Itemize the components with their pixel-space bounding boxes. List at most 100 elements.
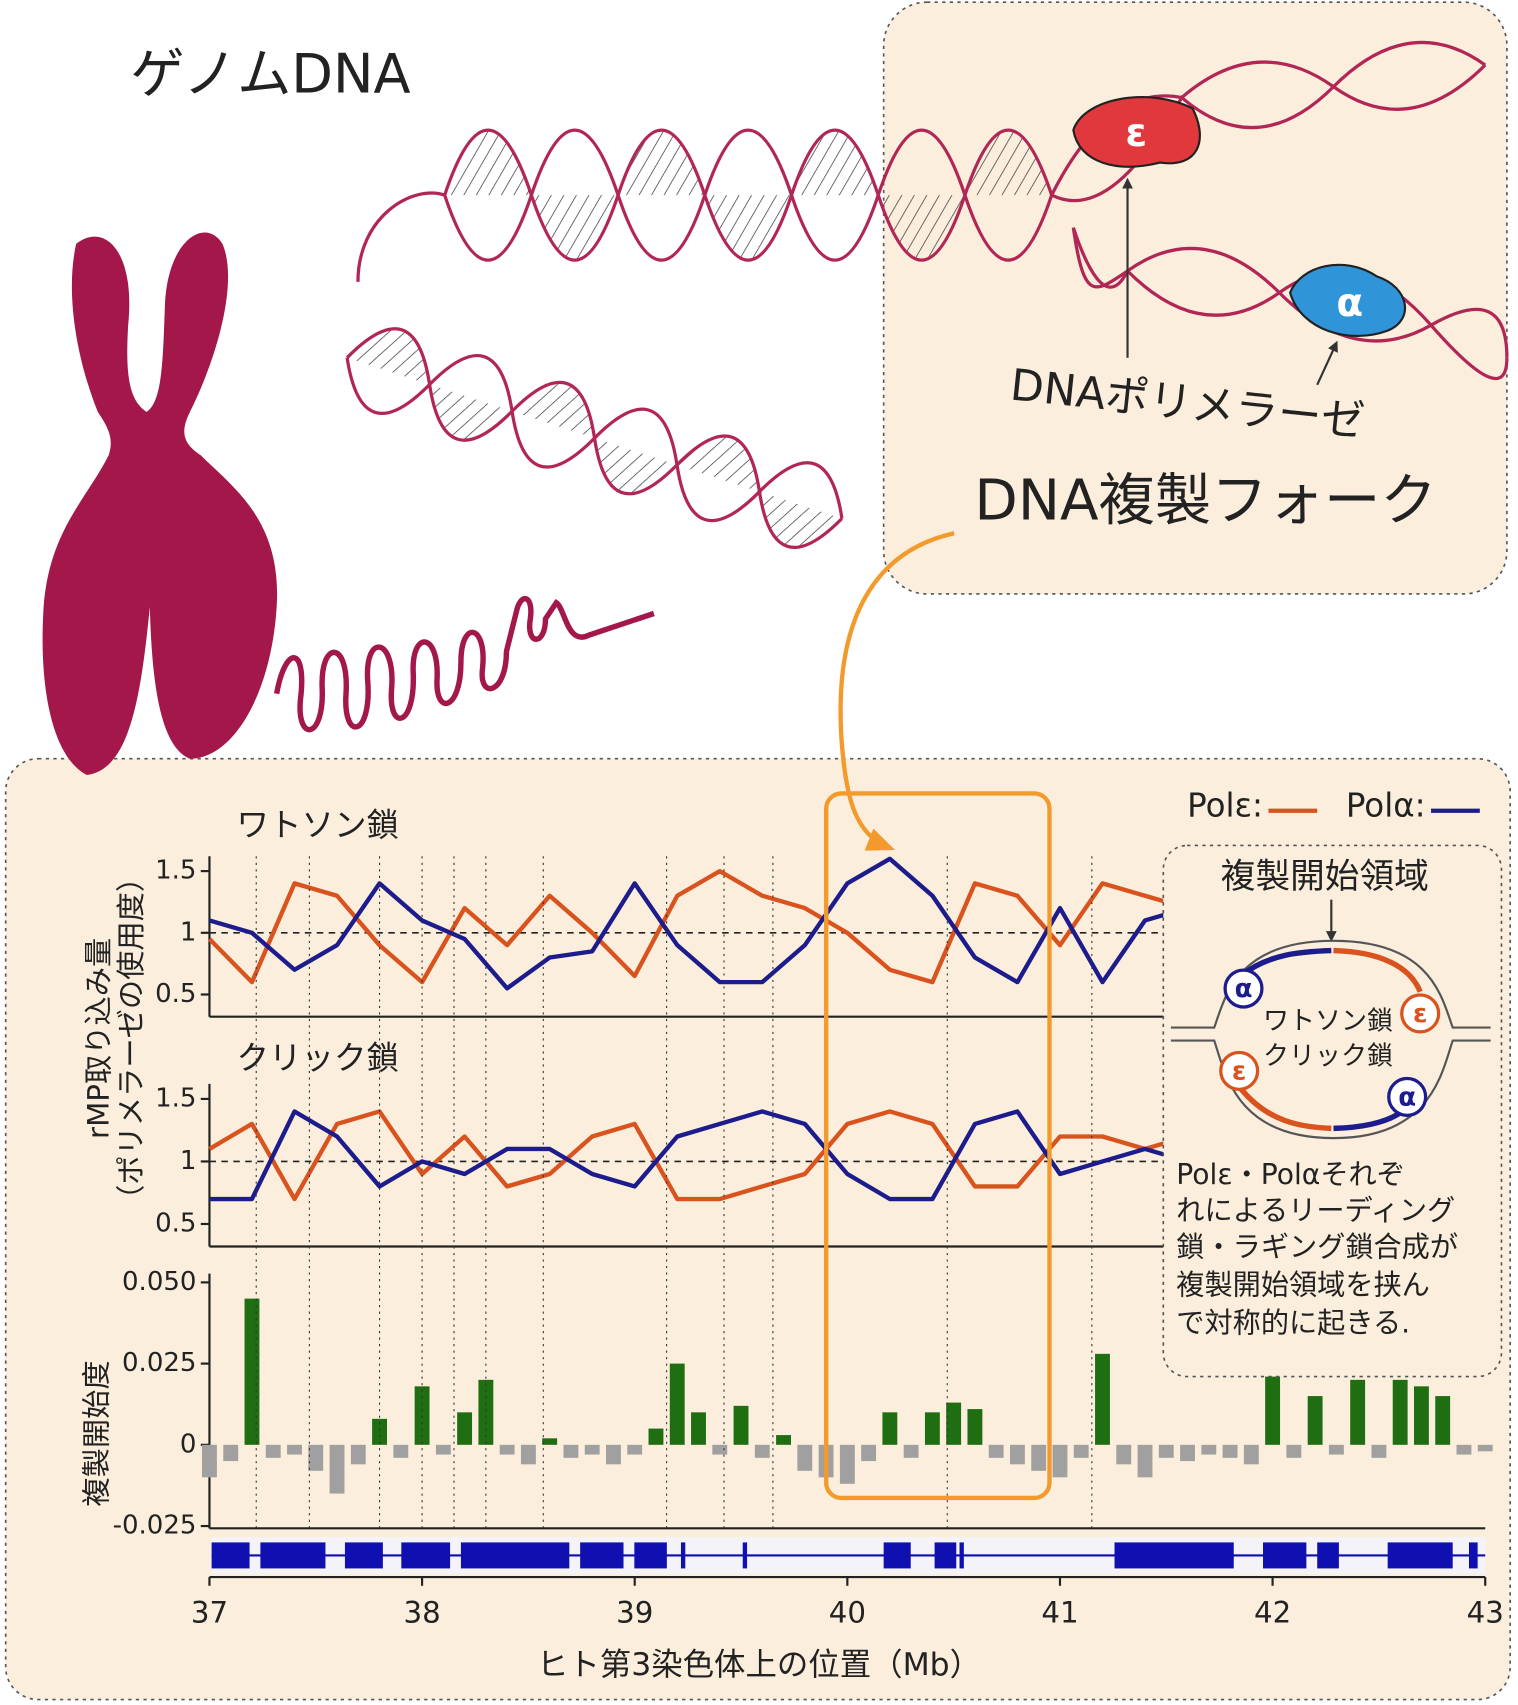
bar xyxy=(606,1444,621,1465)
bar xyxy=(265,1444,281,1458)
epsilon-label: ε xyxy=(1125,111,1147,156)
bar xyxy=(542,1438,558,1445)
bar xyxy=(648,1428,664,1445)
y-tick-label: 1.5 xyxy=(155,856,196,886)
chart-box xyxy=(4,757,1511,1701)
bar xyxy=(754,1444,770,1458)
y-tick-label: 1.5 xyxy=(155,1083,196,1113)
x-tick-label: 39 xyxy=(616,1595,653,1629)
bar xyxy=(1222,1444,1238,1458)
bar xyxy=(967,1409,983,1445)
highlight-arrow xyxy=(838,531,955,851)
arrow xyxy=(1316,340,1338,386)
inset-text: れによるリーディング xyxy=(1176,1194,1455,1227)
bar xyxy=(329,1444,345,1494)
bar xyxy=(1009,1444,1025,1465)
bar xyxy=(1265,1373,1281,1445)
y-axis-label: rMP取り込み量 xyxy=(81,938,115,1139)
bar xyxy=(1158,1444,1174,1458)
bar xyxy=(882,1412,898,1445)
bar xyxy=(393,1444,409,1458)
bar xyxy=(308,1444,324,1471)
chromosome xyxy=(42,232,278,776)
lower-helix xyxy=(345,327,844,549)
bar xyxy=(244,1298,260,1445)
panel-title: クリック鎖 xyxy=(237,1039,400,1077)
bar xyxy=(691,1412,706,1445)
bar xyxy=(350,1444,366,1465)
y-tick-label: 0 xyxy=(180,1429,197,1459)
genes xyxy=(211,1542,1486,1569)
bar xyxy=(457,1412,473,1445)
fork-label: DNA複製フォーク xyxy=(974,469,1436,534)
bar xyxy=(1456,1444,1472,1455)
bar xyxy=(797,1444,813,1471)
y-axis-label: 複製開始度 xyxy=(79,1360,113,1506)
bar xyxy=(861,1444,877,1462)
bar xyxy=(1307,1396,1323,1445)
bar xyxy=(584,1444,600,1455)
bar xyxy=(520,1444,536,1465)
inset-text: 複製開始領域を挟ん xyxy=(1176,1269,1430,1302)
x-tick-label: 38 xyxy=(403,1595,440,1629)
bar xyxy=(414,1386,430,1445)
y-tick-label: 1 xyxy=(180,1146,197,1176)
bar xyxy=(776,1435,791,1445)
bar xyxy=(435,1444,451,1455)
x-tick-label: 41 xyxy=(1041,1595,1078,1629)
bar xyxy=(1180,1444,1195,1462)
line-series xyxy=(208,856,1189,991)
bar xyxy=(627,1444,643,1455)
bar xyxy=(499,1444,515,1455)
upper-helix xyxy=(356,40,1509,381)
bar xyxy=(988,1444,1004,1458)
inset: 複製開始領域 α ε ε α ワトソン鎖 クリック鎖 Polε・Polαそれぞ … xyxy=(1162,844,1503,1378)
illustration: ゲノムDNA ε α DNAポリメラーゼ DNA複製フォーク xyxy=(42,40,1509,776)
inset-text: で対称的に起きる. xyxy=(1176,1307,1410,1340)
bar xyxy=(1371,1444,1387,1458)
bubble-outer xyxy=(1170,939,1491,1029)
highlight-box xyxy=(824,791,1052,1501)
y-tick-label: -0.025 xyxy=(113,1511,197,1541)
bar xyxy=(1392,1379,1408,1445)
x-tick-label: 42 xyxy=(1254,1595,1291,1629)
bar xyxy=(1095,1353,1110,1445)
bar xyxy=(1031,1444,1047,1471)
inset-text: Polε・Polαそれぞ xyxy=(1176,1158,1405,1191)
inset-title: 複製開始領域 xyxy=(1221,857,1429,897)
bar xyxy=(202,1444,217,1478)
bar xyxy=(733,1405,749,1445)
plots: 0.5 1 1.5 ワトソン鎖 rMP取り込み量（ポリメラーゼの使用度） Polε: Pol… xyxy=(79,787,1504,1683)
bar xyxy=(372,1418,387,1445)
epsilon-symbol: ε xyxy=(1232,1056,1246,1086)
x-tick-label: 40 xyxy=(829,1595,866,1629)
line-series xyxy=(209,1109,1189,1202)
bar xyxy=(1328,1444,1344,1455)
crick-epsilon xyxy=(1239,1087,1332,1132)
y-tick-label: 0.5 xyxy=(155,1208,196,1238)
x-axis-label: ヒト第3染色体上の位置（Mb） xyxy=(537,1647,981,1683)
bar xyxy=(924,1412,940,1445)
bar xyxy=(478,1379,494,1445)
bar xyxy=(1243,1444,1259,1465)
alpha-symbol: α xyxy=(1398,1083,1416,1113)
genome-label: ゲノムDNA xyxy=(130,43,410,106)
bar xyxy=(1052,1444,1068,1478)
y-tick-label: 0.5 xyxy=(155,979,196,1009)
line-series xyxy=(207,868,1189,985)
alpha-symbol: α xyxy=(1235,974,1253,1004)
watson-epsilon xyxy=(1333,947,1423,993)
coiled-dna xyxy=(273,595,655,733)
line-series xyxy=(208,1109,1189,1202)
bar xyxy=(1286,1444,1302,1458)
bar xyxy=(946,1402,962,1445)
legend-label: Polα: xyxy=(1346,787,1426,825)
bar xyxy=(1435,1396,1451,1445)
crick-label: クリック鎖 xyxy=(1263,1041,1393,1071)
bar xyxy=(1116,1444,1132,1465)
pol-alpha xyxy=(1288,263,1407,338)
legend-label: Polε: xyxy=(1187,787,1263,825)
y-axis-label: （ポリメラーゼの使用度） xyxy=(114,863,148,1214)
watson-label: ワトソン鎖 xyxy=(1263,1007,1393,1037)
